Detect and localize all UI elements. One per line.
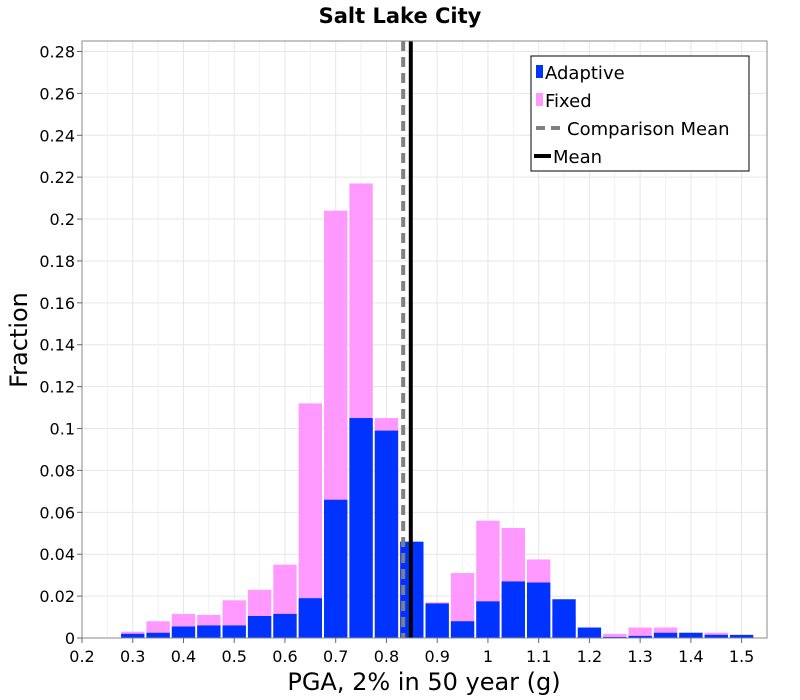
legend-swatch-adaptive bbox=[536, 65, 543, 78]
legend-label-mean: Mean bbox=[553, 147, 602, 168]
y-axis-title: Fraction bbox=[5, 292, 33, 388]
bar-adaptive bbox=[628, 635, 652, 638]
x-tick-label: 1.4 bbox=[678, 647, 703, 666]
legend: Adaptive Fixed Comparison Mean Mean bbox=[530, 55, 750, 172]
bar-fixed bbox=[603, 633, 627, 638]
bar-adaptive bbox=[679, 632, 703, 638]
bar-adaptive bbox=[273, 613, 297, 638]
plot-frame bbox=[81, 40, 768, 639]
x-tick-label: 1.1 bbox=[526, 647, 551, 666]
bar-fixed bbox=[628, 627, 652, 638]
bar-adaptive bbox=[653, 632, 678, 638]
bar-adaptive bbox=[476, 601, 500, 638]
bar-adaptive bbox=[374, 430, 399, 638]
y-tick-label: 0.24 bbox=[39, 126, 75, 145]
bar-fixed bbox=[298, 403, 323, 638]
bar-adaptive bbox=[577, 627, 602, 638]
y-tick-label: 0.26 bbox=[39, 84, 75, 103]
x-tick-label: 0.3 bbox=[120, 647, 145, 666]
y-tick-label: 0 bbox=[65, 629, 75, 648]
legend-label-comparison-mean: Comparison Mean bbox=[567, 119, 730, 140]
x-tick-label: 0.6 bbox=[272, 647, 297, 666]
y-tick-label: 0.04 bbox=[39, 545, 75, 564]
bar-adaptive bbox=[146, 632, 170, 638]
x-tick-label: 0.4 bbox=[171, 647, 196, 666]
x-tick-label: 0.5 bbox=[221, 647, 246, 666]
y-tick-label: 0.14 bbox=[39, 336, 75, 355]
x-tick-label: 0.9 bbox=[424, 647, 449, 666]
x-axis-title: PGA, 2% in 50 year (g) bbox=[287, 668, 560, 696]
x-tick-label: 1 bbox=[483, 647, 493, 666]
y-tick-label: 0.22 bbox=[39, 168, 75, 187]
y-tick-label: 0.2 bbox=[50, 210, 75, 229]
y-tick-label: 0.08 bbox=[39, 461, 75, 480]
bar-adaptive bbox=[197, 625, 221, 638]
x-tick-label: 1.2 bbox=[577, 647, 602, 666]
bar-adaptive bbox=[324, 499, 348, 638]
mean-lines bbox=[401, 41, 413, 638]
bar-adaptive bbox=[552, 599, 576, 638]
bar-adaptive bbox=[349, 418, 373, 638]
bar-adaptive bbox=[704, 634, 728, 638]
bar-adaptive bbox=[526, 582, 551, 638]
x-tick-label: 1.3 bbox=[627, 647, 652, 666]
legend-label-adaptive: Adaptive bbox=[545, 63, 625, 84]
x-tick-label: 0.2 bbox=[69, 647, 94, 666]
x-tick-label: 1.5 bbox=[729, 647, 754, 666]
legend-label-fixed: Fixed bbox=[545, 91, 592, 112]
legend-box bbox=[530, 55, 750, 172]
bar-adaptive bbox=[603, 636, 627, 638]
y-axis-ticks: 0 0.02 0.04 0.06 0.08 0.1 0.12 0.14 0.16 0.18 0.2 0… bbox=[39, 42, 82, 648]
bar-adaptive bbox=[729, 634, 754, 638]
bar-adaptive bbox=[450, 621, 475, 638]
bar-adaptive bbox=[247, 616, 272, 638]
chart-title: Salt Lake City bbox=[319, 4, 482, 28]
y-tick-label: 0.28 bbox=[39, 42, 75, 61]
legend-swatch-fixed bbox=[536, 93, 543, 106]
y-tick-label: 0.02 bbox=[39, 587, 75, 606]
bar-adaptive bbox=[298, 598, 323, 638]
bar-adaptive bbox=[501, 581, 525, 638]
y-tick-label: 0.06 bbox=[39, 503, 75, 522]
bar-adaptive bbox=[425, 603, 449, 638]
x-tick-label: 0.8 bbox=[374, 647, 399, 666]
bar-adaptive bbox=[121, 633, 145, 638]
y-tick-label: 0.12 bbox=[39, 378, 75, 397]
x-tick-label: 0.7 bbox=[323, 647, 348, 666]
x-axis-ticks: 0.2 0.3 0.4 0.5 0.6 0.7 0.8 0.9 1 1.1 1.2 1.3 1.4 1.5 bbox=[69, 638, 754, 666]
y-tick-label: 0.1 bbox=[50, 420, 75, 439]
y-tick-label: 0.16 bbox=[39, 294, 75, 313]
bar-adaptive bbox=[171, 626, 196, 638]
y-tick-label: 0.18 bbox=[39, 252, 75, 271]
bar-adaptive bbox=[222, 625, 246, 638]
